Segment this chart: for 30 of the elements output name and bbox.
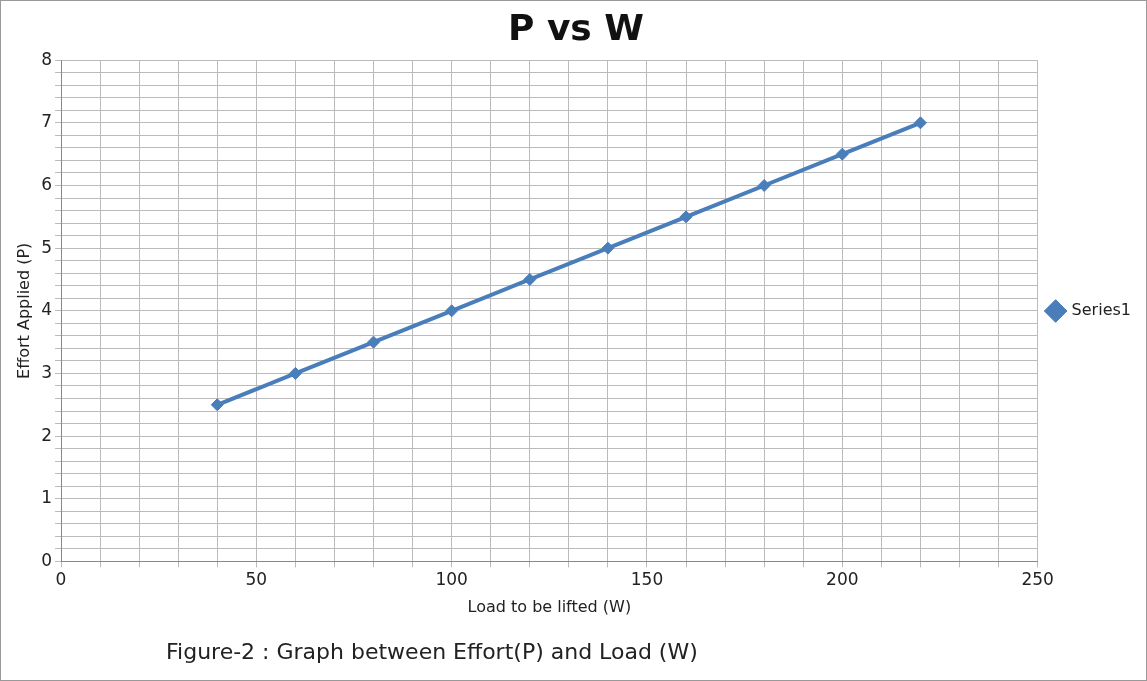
y-tick-label: 8 xyxy=(41,48,53,69)
y-tick-label: 5 xyxy=(41,236,53,257)
y-tick-label: 0 xyxy=(41,549,53,570)
legend-label: Series1 xyxy=(1071,300,1132,320)
y-tick-label: 1 xyxy=(41,487,53,508)
x-tick-label: 0 xyxy=(55,569,67,590)
y-tick-label: 3 xyxy=(41,361,53,382)
point xyxy=(288,366,302,380)
x-tick-label: 100 xyxy=(435,569,468,590)
text: Figure-2 : Graph between Effort(P) and Load (W) xyxy=(166,639,698,664)
point xyxy=(601,241,615,255)
y-axis-title: Effort Applied (P) xyxy=(13,242,33,379)
chart-title: P vs W xyxy=(507,6,645,48)
x-tick-label: 50 xyxy=(245,569,268,590)
y-tick-label: 7 xyxy=(41,111,53,132)
x-tick-label: 200 xyxy=(826,569,859,590)
point xyxy=(210,398,224,412)
x-axis-title: Load to be lifted (W) xyxy=(467,596,632,616)
y-tick-label: 4 xyxy=(41,299,53,320)
point xyxy=(757,179,771,192)
point xyxy=(913,116,927,130)
y-tick-label: 2 xyxy=(41,424,53,445)
point xyxy=(523,272,537,286)
y-tick-label: 6 xyxy=(41,173,53,194)
point xyxy=(445,304,459,318)
x-tick-label: 150 xyxy=(630,569,664,590)
point xyxy=(679,210,693,224)
point xyxy=(367,335,381,349)
x-tick-label: 250 xyxy=(1021,569,1054,590)
point xyxy=(835,147,849,161)
